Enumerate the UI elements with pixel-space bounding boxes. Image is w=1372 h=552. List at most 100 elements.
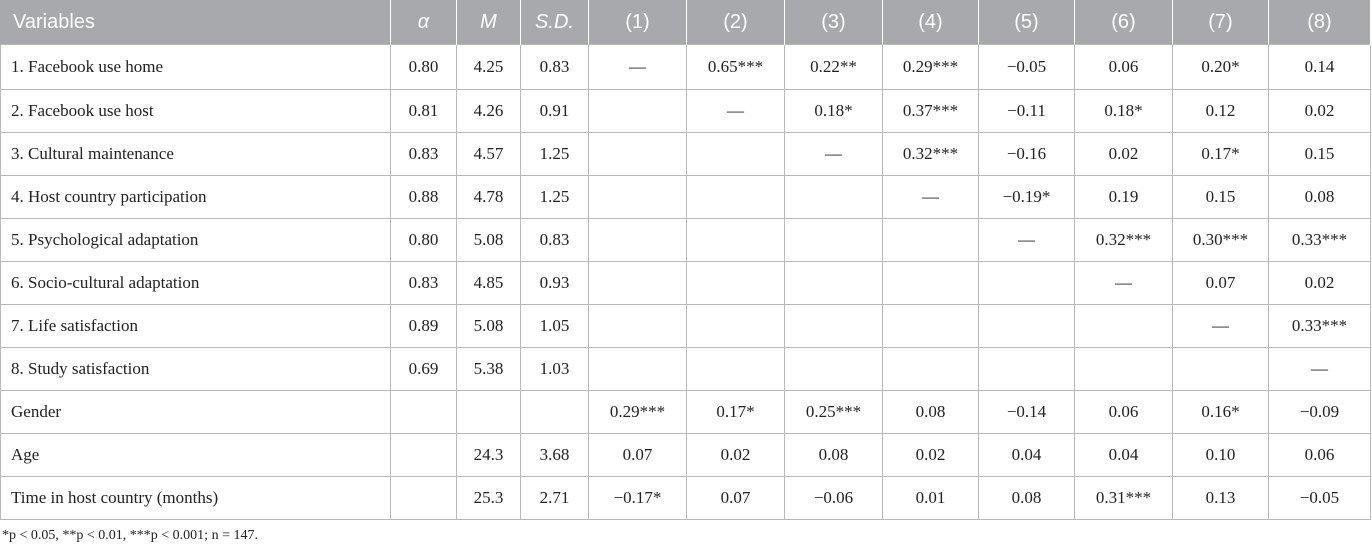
table-cell: [686, 132, 785, 176]
table-cell: [978, 304, 1075, 348]
table-cell: 0.93: [520, 261, 589, 305]
table-cell: 0.30***: [1172, 218, 1269, 262]
table-cell: −0.19*: [978, 175, 1075, 219]
table-cell: 0.37***: [882, 89, 979, 133]
table-cell: [390, 476, 457, 520]
table-cell: 1.25: [520, 132, 589, 176]
table-cell: 0.32***: [1074, 218, 1173, 262]
table-cell: [588, 261, 687, 305]
table-row: 4. Host country participation 0.88 4.78 1.2…: [0, 175, 1371, 219]
table-cell: 0.83: [520, 44, 589, 90]
table-cell: 0.32***: [882, 132, 979, 176]
table-row: 2. Facebook use host 0.81 4.26 0.91—0.18* 0.…: [0, 89, 1371, 133]
table-cell: 0.18*: [784, 89, 883, 133]
table-cell: [1074, 304, 1173, 348]
table-cell: 0.06: [1268, 433, 1371, 477]
row-label: 2. Facebook use host: [0, 89, 391, 133]
table-row: 6. Socio-cultural adaptation 0.83 4.85 0.93…: [0, 261, 1371, 305]
header-col-5: (5): [978, 0, 1075, 45]
table-cell: 1.05: [520, 304, 589, 348]
table-cell: [882, 218, 979, 262]
row-label: 8. Study satisfaction: [0, 347, 391, 391]
table-cell: 0.29***: [882, 44, 979, 90]
table-cell: 0.83: [390, 261, 457, 305]
table-cell: 0.08: [1268, 175, 1371, 219]
table-cell: [686, 304, 785, 348]
table-cell: 0.01: [882, 476, 979, 520]
table-cell: 4.25: [456, 44, 521, 90]
table-cell: [978, 347, 1075, 391]
table-cell: [882, 347, 979, 391]
table-cell: [686, 175, 785, 219]
table-cell: [390, 390, 457, 434]
table-cell: [390, 433, 457, 477]
table-cell: 3.68: [520, 433, 589, 477]
row-label: 7. Life satisfaction: [0, 304, 391, 348]
table-cell: 0.88: [390, 175, 457, 219]
table-cell: 0.65***: [686, 44, 785, 90]
table-cell: —: [1268, 347, 1371, 391]
table-cell: [1074, 347, 1173, 391]
table-row: Time in host country (months) 25.3 2.71 −0.…: [0, 476, 1371, 520]
table-cell: [784, 175, 883, 219]
table-cell: −0.16: [978, 132, 1075, 176]
table-cell: [520, 390, 589, 434]
table-cell: 0.15: [1172, 175, 1269, 219]
table-cell: 0.69: [390, 347, 457, 391]
header-col-8: (8): [1268, 0, 1371, 45]
table-cell: −0.14: [978, 390, 1075, 434]
table-cell: —: [588, 44, 687, 90]
row-label: Gender: [0, 390, 391, 434]
table-cell: 0.07: [686, 476, 785, 520]
table-cell: —: [784, 132, 883, 176]
table-cell: [588, 132, 687, 176]
table-cell: [588, 175, 687, 219]
table-cell: 0.13: [1172, 476, 1269, 520]
table-row: 7. Life satisfaction 0.89 5.08 1.05 —0.33***: [0, 304, 1371, 348]
table-cell: [784, 347, 883, 391]
table-cell: 0.06: [1074, 390, 1173, 434]
table-cell: 0.17*: [1172, 132, 1269, 176]
table-cell: 0.83: [520, 218, 589, 262]
table-cell: 0.17*: [686, 390, 785, 434]
table-row: Gender 0.29*** 0.17* 0.25*** 0.08 −0.14 0.06 0.…: [0, 390, 1371, 434]
table-cell: 0.89: [390, 304, 457, 348]
table-cell: [588, 304, 687, 348]
table-cell: 5.08: [456, 218, 521, 262]
table-cell: 2.71: [520, 476, 589, 520]
table-cell: 4.78: [456, 175, 521, 219]
table-cell: −0.05: [1268, 476, 1371, 520]
header-sd: S.D.: [520, 0, 589, 45]
table-cell: 5.08: [456, 304, 521, 348]
table-cell: 0.20*: [1172, 44, 1269, 90]
table-cell: 4.26: [456, 89, 521, 133]
table-row: 8. Study satisfaction 0.69 5.38 1.03 —: [0, 347, 1371, 391]
table-cell: 0.04: [1074, 433, 1173, 477]
table-cell: 0.29***: [588, 390, 687, 434]
table-cell: 0.33***: [1268, 218, 1371, 262]
table-cell: —: [882, 175, 979, 219]
table-cell: [686, 218, 785, 262]
table-cell: —: [1172, 304, 1269, 348]
table-cell: 0.12: [1172, 89, 1269, 133]
table-cell: 0.80: [390, 44, 457, 90]
table-cell: 0.16*: [1172, 390, 1269, 434]
header-alpha: α: [390, 0, 457, 45]
table-cell: 0.08: [882, 390, 979, 434]
row-label: 5. Psychological adaptation: [0, 218, 391, 262]
table-cell: [456, 390, 521, 434]
table-cell: 0.18*: [1074, 89, 1173, 133]
table-cell: [686, 261, 785, 305]
row-label: 6. Socio-cultural adaptation: [0, 261, 391, 305]
correlation-table: Variables α M S.D. (1) (2) (3) (4) (5) (…: [0, 0, 1371, 520]
table-cell: 0.10: [1172, 433, 1269, 477]
header-col-6: (6): [1074, 0, 1173, 45]
table-cell: [978, 261, 1075, 305]
header-col-4: (4): [882, 0, 979, 45]
table-cell: [882, 304, 979, 348]
header-col-2: (2): [686, 0, 785, 45]
table-body: 1. Facebook use home 0.80 4.25 0.83—0.65***…: [0, 44, 1371, 520]
table-cell: −0.09: [1268, 390, 1371, 434]
table-cell: −0.11: [978, 89, 1075, 133]
table-cell: 0.31***: [1074, 476, 1173, 520]
